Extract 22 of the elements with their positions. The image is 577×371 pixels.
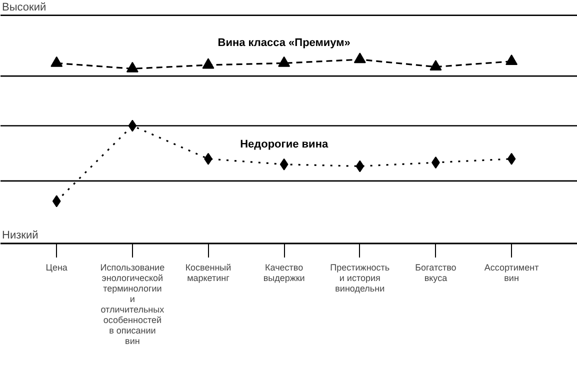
point	[202, 58, 214, 69]
point	[50, 56, 63, 67]
point	[280, 158, 288, 170]
x-tick-label: Косвенный маркетинг	[185, 262, 232, 283]
point	[507, 152, 516, 165]
x-tick-label: Качество выдержки	[263, 262, 305, 283]
point	[354, 52, 366, 64]
ref-line-label: Низкий	[2, 230, 38, 242]
point	[430, 60, 442, 71]
point	[356, 160, 364, 172]
series-label: Вина класса «Премиум»	[218, 37, 350, 50]
point	[278, 56, 290, 67]
x-tick-label: Использование энологической терминологии и отличительных особенностей в описании вин	[100, 262, 165, 346]
point	[52, 195, 61, 208]
x-tick-label: Престижность и история винодельни	[330, 262, 390, 294]
point	[126, 62, 138, 72]
ref-line-label: Высокий	[2, 1, 46, 14]
x-tick-label: Цена	[46, 262, 68, 272]
series-label: Недорогие вина	[240, 138, 329, 150]
x-tick-label: Ассортимент вин	[484, 262, 539, 283]
x-tick-label: Богатство вкуса	[415, 262, 456, 283]
point	[506, 54, 518, 66]
